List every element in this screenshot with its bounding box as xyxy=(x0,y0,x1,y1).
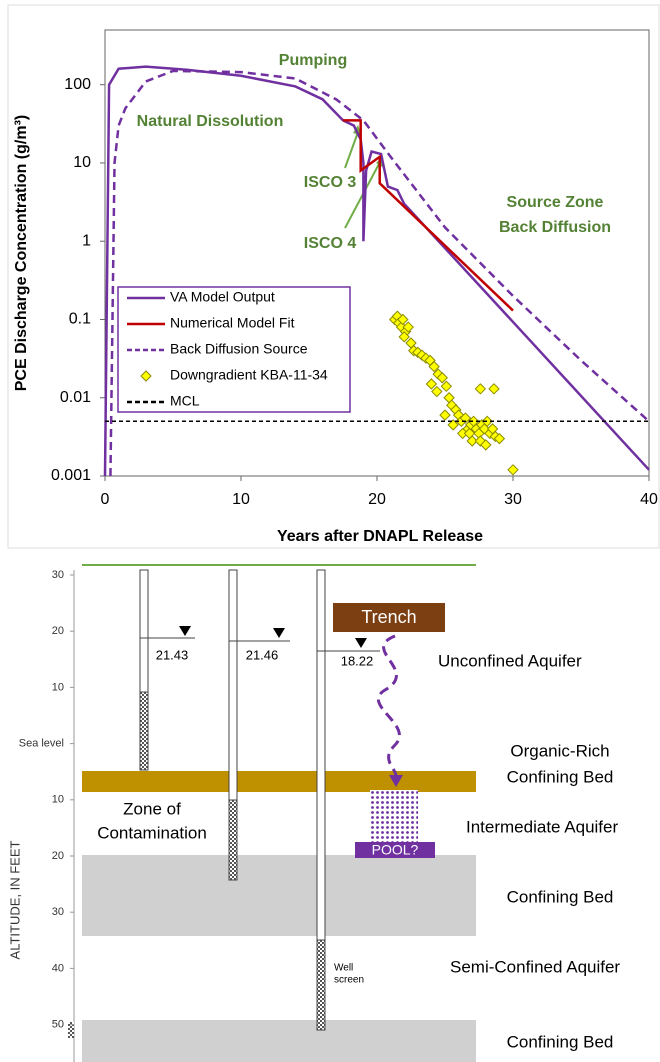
data-point xyxy=(463,427,476,440)
data-point xyxy=(439,409,451,421)
altitude-tick-label: 20 xyxy=(52,850,64,862)
y-tick-label: 10 xyxy=(73,154,91,171)
zone-label: Zone of xyxy=(123,799,181,818)
pool-label: POOL? xyxy=(372,842,419,858)
altitude-tick-label: 40 xyxy=(52,962,64,974)
well-screen xyxy=(316,939,326,1031)
altitude-tick-label: 10 xyxy=(52,794,64,806)
annotation: ISCO 3 xyxy=(304,174,357,191)
confining-bed xyxy=(82,1020,476,1062)
well-screen xyxy=(68,1022,74,1038)
data-point xyxy=(425,378,438,390)
legend-box xyxy=(117,286,351,413)
data-point xyxy=(481,415,493,428)
legend-label: MCL xyxy=(170,393,200,409)
legend: VA Model Output Numerical Model Fit Back D… xyxy=(117,286,351,413)
well-screen xyxy=(139,691,149,771)
data-point xyxy=(488,383,500,395)
data-point xyxy=(480,439,492,451)
data-point xyxy=(398,331,410,343)
data-point xyxy=(436,372,448,384)
series-line xyxy=(343,119,514,312)
annotation: Pumping xyxy=(279,52,347,69)
data-point xyxy=(397,313,409,326)
legend-label: Back Diffusion Source xyxy=(170,341,308,357)
annotation: Back Diffusion xyxy=(499,219,611,236)
trench-label: Trench xyxy=(361,607,416,627)
data-point xyxy=(493,432,506,445)
layer-label: Semi-Confined Aquifer xyxy=(450,957,620,976)
legend-marker xyxy=(140,370,152,382)
legend-label: Downgradient KBA-11-34 xyxy=(170,367,328,383)
altitude-tick-label: 30 xyxy=(52,906,64,918)
water-level-marker xyxy=(273,628,285,638)
y-tick-label: 0.01 xyxy=(60,389,91,406)
zone-label: Contamination xyxy=(97,823,207,842)
y-tick-label: 100 xyxy=(64,76,91,93)
x-tick-label: 0 xyxy=(101,491,110,508)
data-point xyxy=(440,380,453,393)
layer-label: Organic-Rich xyxy=(510,741,609,760)
x-axis-title: Years after DNAPL Release xyxy=(277,528,483,545)
confining-bed xyxy=(82,855,476,936)
well-screen-label: Well xyxy=(334,963,353,974)
data-point xyxy=(431,385,443,398)
altitude-tick-label: 10 xyxy=(52,681,64,693)
altitude-tick-label: 50 xyxy=(52,1019,64,1031)
layer-label: Confining Bed xyxy=(507,1032,614,1051)
series-line xyxy=(109,69,650,477)
y-tick-label: 0.001 xyxy=(51,467,91,484)
water-level-marker xyxy=(179,626,191,636)
altitude-tick-label: 20 xyxy=(52,625,64,637)
y-axis-title: PCE Discharge Concentration (g/m³) xyxy=(13,115,30,391)
altitude-tick-label: 30 xyxy=(52,569,64,581)
water-level-marker xyxy=(355,638,367,648)
chart-frame xyxy=(7,4,660,549)
layer-label: Unconfined Aquifer xyxy=(438,651,582,670)
altitude-tick-label: Sea level xyxy=(19,738,64,750)
legend-label: Numerical Model Fit xyxy=(170,315,295,331)
layer-label: Intermediate Aquifer xyxy=(466,817,618,836)
well-screen xyxy=(228,799,238,881)
layer-label: Confining Bed xyxy=(507,767,614,786)
y-tick-label: 0.1 xyxy=(69,311,91,328)
arrowhead xyxy=(389,775,403,787)
annotation-arrow xyxy=(344,131,359,169)
layer-label: Confining Bed xyxy=(507,887,614,906)
x-tick-label: 40 xyxy=(640,491,658,508)
axis-label: ALTITUDE, IN FEET xyxy=(7,840,22,959)
annotation: ISCO 4 xyxy=(304,235,357,252)
diagram: ALTITUDE, IN FEET 21.43 21.46 18.22 Well… xyxy=(7,564,620,1062)
trench xyxy=(333,603,445,632)
x-tick-label: 10 xyxy=(232,491,250,508)
legend-label: VA Model Output xyxy=(170,289,275,305)
x-tick-label: 20 xyxy=(368,491,386,508)
annotation: Natural Dissolution xyxy=(137,113,284,130)
dnapl-pool xyxy=(370,790,418,842)
annotation: Source Zone xyxy=(507,194,604,211)
water-level-label: 18.22 xyxy=(341,653,374,668)
data-point xyxy=(507,464,519,476)
confining-bed xyxy=(82,771,476,792)
water-level-label: 21.46 xyxy=(246,647,279,662)
chart: Years after DNAPL Release PCE Discharge … xyxy=(13,29,658,545)
data-point xyxy=(428,360,440,373)
data-point xyxy=(447,419,459,431)
y-tick-label: 1 xyxy=(82,232,91,249)
water-level-label: 21.43 xyxy=(156,647,189,662)
migration-path xyxy=(376,634,401,777)
well-screen-label: screen xyxy=(334,975,364,986)
data-point xyxy=(402,321,414,333)
pool-box xyxy=(355,842,435,858)
x-tick-label: 30 xyxy=(504,491,522,508)
data-point xyxy=(474,383,487,395)
